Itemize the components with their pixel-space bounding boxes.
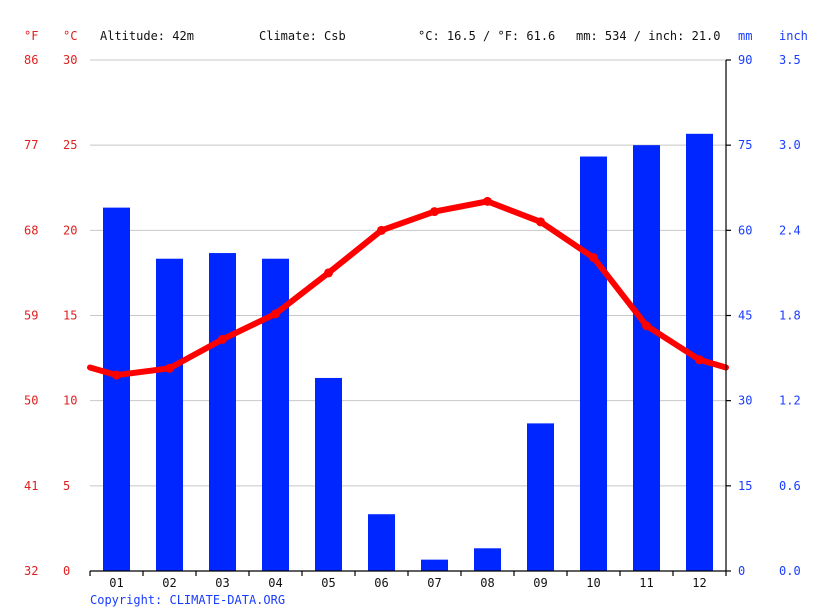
precipitation-bar [209, 253, 236, 572]
y-tick-mm: 30 [738, 394, 752, 408]
temperature-point [324, 268, 333, 278]
y-tick-mm: 90 [738, 53, 752, 67]
precipitation-bars [103, 133, 713, 572]
y-tick-inch: 0.0 [779, 564, 801, 578]
axes [89, 59, 731, 576]
y-tick-inch: 3.0 [779, 138, 801, 152]
x-tick-label: 08 [480, 576, 494, 590]
y-tick-f: 68 [24, 223, 38, 237]
y-tick-inch: 0.6 [779, 479, 801, 493]
x-tick-label: 09 [533, 576, 547, 590]
gridlines [90, 59, 726, 487]
y-tick-mm: 45 [738, 309, 752, 323]
temperature-point [112, 370, 121, 380]
y-tick-c: 5 [63, 479, 70, 493]
climate-label: Climate: Csb [259, 29, 346, 43]
x-tick-label: 01 [109, 576, 123, 590]
y-tick-inch: 1.2 [779, 394, 801, 408]
x-tick-label: 04 [268, 576, 282, 590]
copyright-link[interactable]: Copyright: CLIMATE-DATA.ORG [90, 593, 285, 607]
x-tick-label: 06 [374, 576, 388, 590]
x-tick-label: 07 [427, 576, 441, 590]
y-tick-c: 15 [63, 309, 77, 323]
x-tick-label: 12 [692, 576, 706, 590]
temperature-point [165, 363, 174, 373]
x-tick-label: 10 [586, 576, 600, 590]
precipitation-bar [103, 207, 130, 571]
y-tick-c: 0 [63, 564, 70, 578]
tick-labels: 32 0 0 0.0 41 5 15 0.6 50 10 30 1.2 59 15 45 1.8 68 20 60 2… [24, 53, 801, 590]
y-tick-f: 59 [24, 309, 38, 323]
temperature-line [87, 196, 729, 380]
chart-header: °F °C Altitude: 42m Climate: Csb °C: 16.… [24, 29, 808, 43]
x-tick-label: 11 [639, 576, 653, 590]
y-tick-c: 20 [63, 223, 77, 237]
y-tick-c: 30 [63, 53, 77, 67]
precipitation-bar [315, 377, 342, 571]
precipitation-bar [633, 145, 660, 571]
unit-mm-label: mm [738, 29, 752, 43]
temperature-point [218, 334, 227, 344]
precipitation-bar [527, 423, 554, 571]
y-tick-mm: 60 [738, 223, 752, 237]
temperature-series-line [87, 198, 729, 379]
precipitation-bar [156, 258, 183, 571]
unit-c-label: °C [63, 29, 77, 43]
precipitation-bar [580, 156, 607, 571]
precipitation-bar [368, 514, 395, 571]
y-tick-f: 86 [24, 53, 38, 67]
temperature-point [483, 196, 492, 206]
y-tick-c: 25 [63, 138, 77, 152]
temperature-point [430, 207, 439, 217]
y-tick-mm: 75 [738, 138, 752, 152]
unit-f-label: °F [24, 29, 38, 43]
y-tick-inch: 1.8 [779, 309, 801, 323]
y-tick-c: 10 [63, 394, 77, 408]
y-tick-f: 41 [24, 479, 38, 493]
temperature-point [695, 355, 704, 365]
y-tick-f: 77 [24, 138, 38, 152]
y-tick-f: 50 [24, 394, 38, 408]
temperature-point [271, 309, 280, 319]
x-tick-label: 02 [162, 576, 176, 590]
y-tick-f: 32 [24, 564, 38, 578]
temperature-point [377, 225, 386, 235]
precipitation-bar [474, 548, 501, 571]
temperature-point [642, 321, 651, 331]
unit-inch-label: inch [779, 29, 808, 43]
y-tick-inch: 3.5 [779, 53, 801, 67]
x-tick-label: 05 [321, 576, 335, 590]
altitude-label: Altitude: 42m [100, 29, 194, 43]
x-tick-label: 03 [215, 576, 229, 590]
precipitation-total-label: mm: 534 / inch: 21.0 [576, 29, 721, 43]
temperature-point [589, 253, 598, 263]
average-temperature-label: °C: 16.5 / °F: 61.6 [418, 29, 555, 43]
precipitation-bar [421, 559, 448, 571]
y-tick-mm: 0 [738, 564, 745, 578]
temperature-point [536, 217, 545, 227]
y-tick-mm: 15 [738, 479, 752, 493]
y-tick-inch: 2.4 [779, 223, 801, 237]
